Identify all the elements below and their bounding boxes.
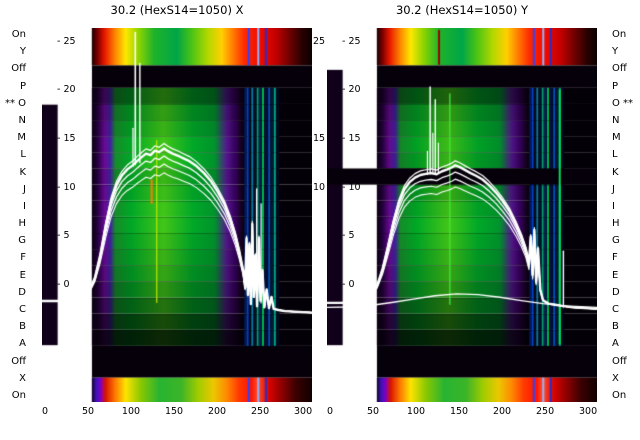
wire-label-right-12: G <box>612 235 620 247</box>
heatmap-panel-x <box>42 28 312 402</box>
wire-label-right-6: M <box>612 132 621 144</box>
wire-label-left-1: Y <box>19 46 26 58</box>
wire-label-right-0: On <box>612 29 627 40</box>
wire-label-left-18: A <box>19 338 26 350</box>
y-tick-label: - 5 <box>57 230 70 242</box>
x-tick-label: 50 <box>81 406 95 417</box>
wire-label-left-3: P <box>19 80 26 92</box>
wire-labels-right-column: On Y Off P O ** N M L K J I H G F E D C B A Off X On <box>612 26 640 404</box>
panel-y-title: 30.2 (HexS14=1050) Y <box>395 3 529 17</box>
wire-label-right-2: Off <box>612 63 627 75</box>
wire-label-right-21: On <box>612 389 627 401</box>
wire-label-right-13: F <box>612 252 618 264</box>
wire-label-left-2: Off <box>11 63 26 75</box>
wire-label-right-20: X <box>612 372 619 384</box>
y-tick-label: - 10 <box>342 181 361 193</box>
wire-label-right-5: N <box>612 114 620 126</box>
panel-x-title: 30.2 (HexS14=1050) X <box>110 3 244 17</box>
y-tick-label: - 15 <box>342 133 361 145</box>
mid-tick-label: 25 <box>313 35 326 47</box>
wire-label-right-16: C <box>612 304 619 315</box>
wire-label-left-15: D <box>18 286 26 298</box>
wire-label-left-4: ** O <box>4 97 26 109</box>
wire-label-right-8: K <box>612 166 619 178</box>
mid-tick-label: 10 <box>313 181 326 193</box>
wire-label-right-4: O ** <box>612 97 634 109</box>
wire-label-left-9: J <box>23 183 26 195</box>
wire-labels-left-column: On Y Off P ** O N M L K J I H G F E D C B A Off X On <box>0 26 26 404</box>
y-tick-label: - 15 <box>57 133 76 145</box>
wire-label-left-21: On <box>11 389 26 401</box>
wire-label-right-18: A <box>612 338 619 350</box>
wire-label-right-9: J <box>612 183 615 195</box>
y-tick-label: - 5 <box>342 230 355 242</box>
x-tick-label: 100 <box>121 406 141 417</box>
mid-tick-label: 15 <box>313 133 326 145</box>
x-tick-label: 250 <box>250 406 270 417</box>
wire-label-right-17: B <box>612 321 619 333</box>
x-tick-label: 0 <box>41 406 48 417</box>
wire-label-left-14: E <box>19 269 26 281</box>
wire-label-right-15: D <box>612 286 620 298</box>
wire-label-left-16: C <box>19 304 26 315</box>
wire-label-left-13: F <box>20 252 26 264</box>
y-tick-label: - 20 <box>342 84 361 96</box>
wire-label-left-20: X <box>19 372 26 384</box>
wire-label-left-12: G <box>18 235 26 247</box>
wire-label-right-11: H <box>612 218 620 230</box>
wire-label-left-6: M <box>17 132 26 144</box>
wire-label-right-3: P <box>612 80 619 92</box>
x-tick-label: 50 <box>366 406 380 417</box>
wire-label-left-17: B <box>19 321 26 333</box>
x-tick-label: 250 <box>535 406 555 417</box>
wire-label-right-10: I <box>612 200 615 212</box>
x-tick-label: 200 <box>492 406 512 417</box>
y-tick-label: - 25 <box>342 35 361 47</box>
wire-label-left-11: H <box>18 218 26 230</box>
x-tick-label: 150 <box>164 406 184 417</box>
wire-label-left-10: I <box>23 200 26 212</box>
wire-label-left-8: K <box>19 166 26 178</box>
wire-label-right-19: Off <box>612 355 627 367</box>
wire-label-right-1: Y <box>612 46 619 58</box>
wire-label-left-0: On <box>11 29 26 40</box>
x-tick-label: 150 <box>449 406 469 417</box>
x-tick-label: 200 <box>207 406 227 417</box>
y-tick-label: - 0 <box>342 278 355 290</box>
y-tick-label: - 0 <box>57 278 70 290</box>
x-tick-label: 300 <box>294 406 313 417</box>
x-tick-label: 100 <box>406 406 426 417</box>
wire-label-left-5: N <box>18 114 26 126</box>
wire-label-right-14: E <box>612 269 619 281</box>
wire-label-right-7: L <box>612 149 618 161</box>
wire-label-left-19: Off <box>11 355 26 367</box>
y-tick-label: - 25 <box>57 35 76 47</box>
x-tick-label: 300 <box>579 406 598 417</box>
x-tick-label: 0 <box>326 406 333 417</box>
heatmap-panel-y <box>327 28 597 402</box>
y-tick-label: - 10 <box>57 181 76 193</box>
y-tick-label: - 20 <box>57 84 76 96</box>
wire-label-left-7: L <box>20 149 26 161</box>
